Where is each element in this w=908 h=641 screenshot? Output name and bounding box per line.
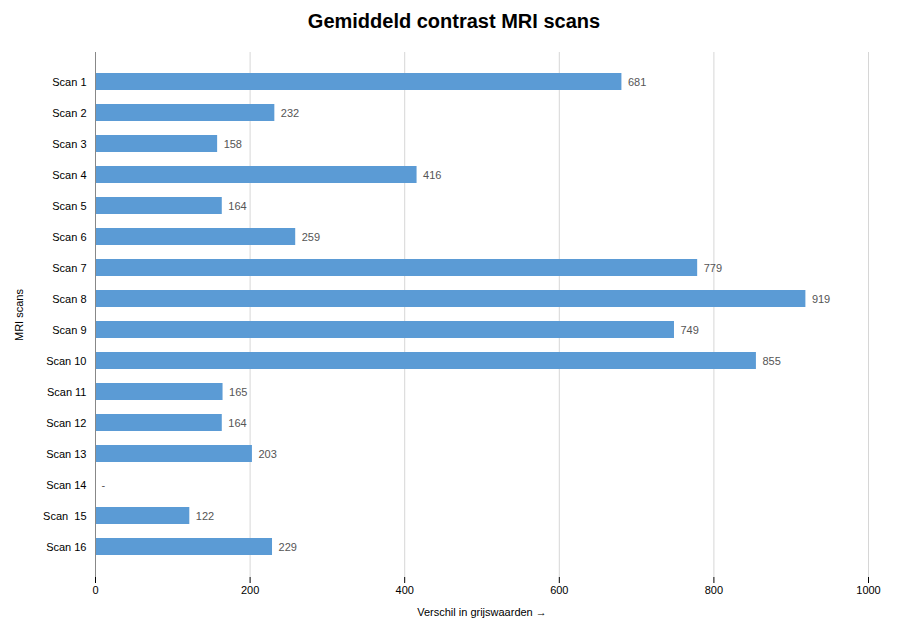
svg-text:164: 164 [228, 417, 246, 429]
svg-text:416: 416 [423, 169, 441, 181]
svg-text:165: 165 [229, 386, 247, 398]
svg-text:600: 600 [550, 584, 568, 596]
svg-text:MRI scans: MRI scans [13, 289, 25, 341]
svg-text:800: 800 [705, 584, 723, 596]
svg-text:Scan 15: Scan 15 [43, 510, 86, 522]
svg-text:0: 0 [92, 584, 98, 596]
svg-text:158: 158 [224, 138, 242, 150]
svg-text:164: 164 [228, 200, 246, 212]
svg-text:Scan 8: Scan 8 [52, 293, 86, 305]
svg-text:919: 919 [812, 293, 830, 305]
svg-text:203: 203 [258, 448, 276, 460]
svg-text:Scan 9: Scan 9 [52, 324, 86, 336]
svg-text:Scan 6: Scan 6 [52, 231, 86, 243]
svg-text:232: 232 [281, 107, 299, 119]
svg-text:122: 122 [196, 510, 214, 522]
svg-text:Scan 13: Scan 13 [46, 448, 86, 460]
svg-text:681: 681 [628, 76, 646, 88]
svg-text:Scan 3: Scan 3 [52, 138, 86, 150]
svg-text:400: 400 [396, 584, 414, 596]
svg-text:Scan 4: Scan 4 [52, 169, 86, 181]
svg-text:Scan 10: Scan 10 [46, 355, 86, 367]
svg-text:Scan 11: Scan 11 [47, 386, 87, 398]
svg-text:855: 855 [762, 355, 780, 367]
svg-text:229: 229 [279, 541, 297, 553]
svg-text:Scan 14: Scan 14 [46, 479, 86, 491]
svg-text:-: - [102, 479, 106, 491]
svg-text:Scan 12: Scan 12 [46, 417, 86, 429]
svg-text:200: 200 [241, 584, 259, 596]
svg-text:Scan 5: Scan 5 [52, 200, 86, 212]
html-text:Gemiddeld contrast MRI scans: Gemiddeld contrast MRI scans [307, 10, 601, 32]
svg-text:749: 749 [680, 324, 698, 336]
svg-text:Verschil in grijswaarden →: Verschil in grijswaarden → [417, 606, 547, 618]
svg-text:Scan 2: Scan 2 [52, 107, 86, 119]
svg-text:259: 259 [302, 231, 320, 243]
svg-text:Scan 16: Scan 16 [46, 541, 86, 553]
svg-text:Scan 1: Scan 1 [52, 76, 86, 88]
svg-text:Scan 7: Scan 7 [52, 262, 86, 274]
svg-text:779: 779 [704, 262, 722, 274]
svg-text:1000: 1000 [856, 584, 880, 596]
